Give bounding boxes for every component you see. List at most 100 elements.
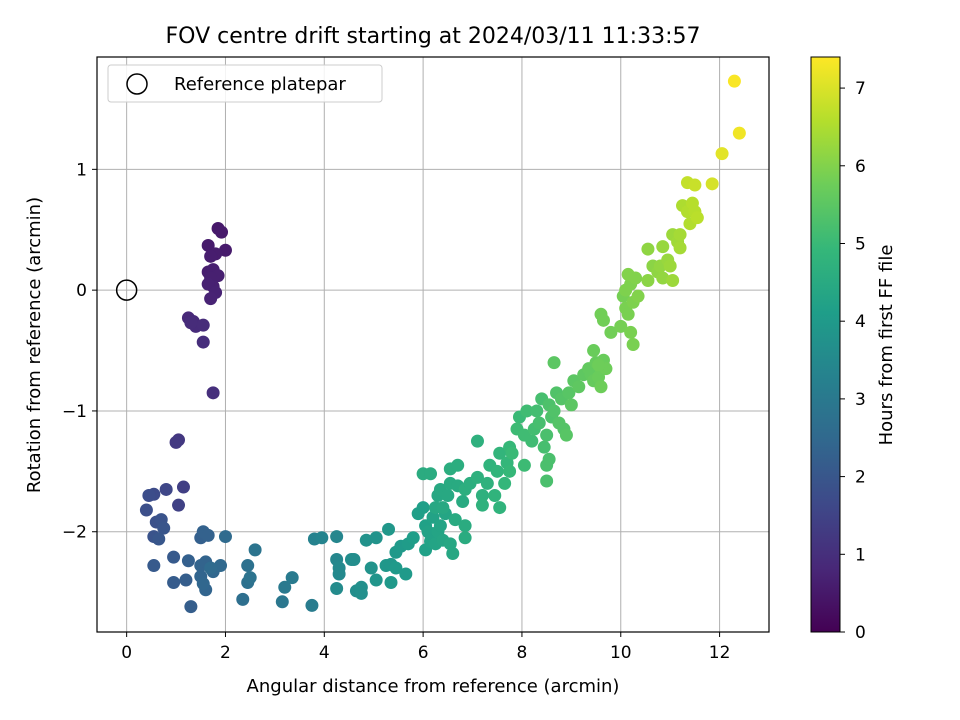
scatter-point-209 (688, 178, 702, 192)
scatter-point-24 (172, 498, 186, 512)
scatter-point-140 (530, 404, 544, 418)
scatter-point-69 (347, 553, 361, 567)
scatter-point-179 (621, 307, 635, 321)
scatter-point-147 (540, 474, 554, 488)
scatter-point-1 (215, 225, 229, 239)
y-tick-label-2: 0 (76, 281, 87, 301)
scatter-point-127 (493, 446, 507, 460)
scatter-point-35 (167, 550, 181, 564)
scatter-point-84 (399, 567, 413, 581)
scatter-point-86 (406, 531, 420, 545)
scatter-point-157 (564, 398, 578, 412)
scatter-point-176 (614, 319, 628, 333)
scatter-point-109 (456, 495, 470, 509)
scatter-point-172 (594, 380, 608, 394)
scatter-point-156 (562, 386, 576, 400)
scatter-point-211 (715, 147, 729, 161)
colorbar-frame (810, 56, 841, 633)
x-tick-label-2: 4 (319, 643, 330, 663)
x-tick-label-6: 12 (709, 643, 731, 663)
scatter-point-146 (542, 452, 556, 466)
scatter-point-121 (475, 498, 489, 512)
scatter-point-190 (641, 242, 655, 256)
scatter-point-82 (389, 561, 403, 575)
scatter-point-57 (275, 595, 289, 609)
y-axis-ticks: −2 −1 0 1 (62, 160, 97, 543)
scatter-point-49 (214, 559, 228, 573)
scatter-point-56 (248, 543, 262, 557)
scatter-point-115 (451, 458, 465, 472)
scatter-point-5 (204, 249, 218, 263)
scatter-point-11 (201, 277, 215, 291)
scatter-point-107 (448, 513, 462, 527)
scatter-point-201 (673, 241, 687, 255)
scatter-point-2 (218, 243, 232, 257)
scatter-point-32 (157, 521, 171, 535)
scatter-point-155 (559, 428, 573, 442)
colorbar-tick-label-5: 5 (855, 234, 866, 254)
scatter-point-180 (624, 325, 638, 339)
scatter-point-38 (184, 600, 198, 614)
scatter-point-132 (505, 446, 519, 460)
scatter-point-88 (416, 501, 430, 515)
scatter-point-25 (159, 482, 173, 496)
scatter-point-19 (196, 335, 210, 349)
scatter-point-111 (458, 531, 472, 545)
scatter-point-37 (179, 573, 193, 587)
scatter-point-181 (626, 338, 640, 351)
y-tick-label-3: 1 (76, 160, 87, 180)
scatter-point-17 (196, 318, 210, 332)
scatter-point-23 (176, 480, 190, 494)
y-tick-label-0: −2 (62, 523, 87, 543)
scatter-point-3 (201, 238, 215, 252)
scatter-point-42 (201, 528, 215, 542)
scatter-point-168 (587, 344, 601, 358)
x-tick-label-4: 8 (517, 643, 528, 663)
scatter-point-196 (663, 259, 677, 273)
legend-marker-open-circle (126, 73, 148, 95)
scatter-point-76 (369, 573, 383, 587)
x-tick-label-3: 6 (418, 643, 429, 663)
scatter-point-138 (525, 434, 539, 448)
colorbar-tick-label-0: 0 (855, 623, 866, 643)
scatter-point-198 (666, 273, 680, 287)
scatter-point-126 (490, 464, 504, 478)
scatter-point-159 (547, 356, 561, 370)
scatter-point-47 (196, 577, 210, 591)
scatter-point-54 (241, 559, 255, 573)
plot-frame (96, 56, 770, 633)
scatter-point-122 (480, 476, 494, 490)
scatter-point-119 (470, 434, 484, 448)
scatter-point-213 (727, 74, 741, 88)
scatter-point-73 (359, 533, 373, 547)
scatter-point-120 (475, 488, 489, 502)
colorbar-gradient (811, 57, 840, 632)
scatter-point-128 (498, 476, 512, 490)
x-tick-label-1: 2 (220, 643, 231, 663)
scatter-point-58 (278, 580, 292, 594)
scatter-point-207 (690, 211, 704, 225)
scatter-point-200 (673, 228, 687, 242)
x-tick-label-0: 0 (121, 643, 132, 663)
scatter-point-74 (364, 561, 378, 575)
y-tick-label-1: −1 (62, 402, 87, 422)
legend-entry-reference: Reference platepar (174, 74, 346, 95)
scatter-point-171 (592, 358, 606, 372)
scatter-point-72 (354, 586, 368, 600)
scatter-point-188 (641, 273, 655, 287)
scatter-point-210 (705, 177, 719, 191)
scatter-point-34 (147, 559, 161, 573)
colorbar-tick-label-7: 7 (855, 79, 866, 99)
colorbar-tick-label-4: 4 (855, 312, 866, 332)
colorbar-tick-label-6: 6 (855, 157, 866, 177)
scatter-point-175 (596, 313, 610, 327)
scatter-point-130 (503, 464, 517, 478)
scatter-point-104 (436, 501, 450, 515)
scatter-point-212 (732, 126, 746, 140)
scatter-point-125 (493, 501, 507, 515)
scatter-point-135 (517, 458, 531, 472)
scatter-point-113 (424, 467, 438, 481)
reference-platepar-marker (115, 279, 138, 301)
scatter-point-187 (621, 267, 635, 281)
scatter-point-66 (332, 567, 346, 581)
